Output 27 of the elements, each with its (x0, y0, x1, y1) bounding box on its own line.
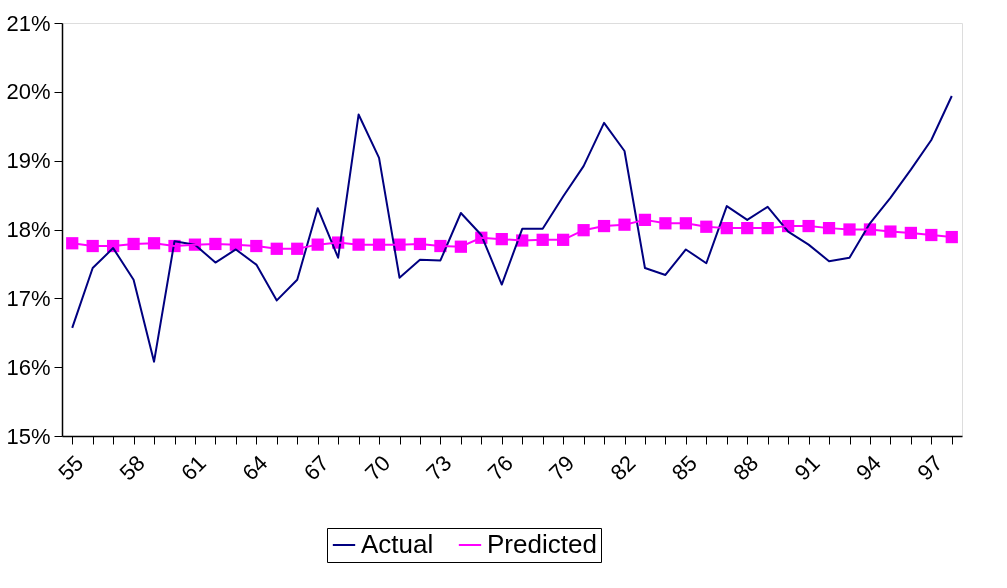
x-tick-label: 64 (237, 450, 273, 486)
x-tick-label: 82 (605, 450, 641, 486)
point (843, 223, 856, 236)
x-tick-label: 91 (789, 450, 825, 486)
y-tick-label: 21% (6, 10, 51, 36)
x-tick-label: 85 (666, 450, 702, 486)
x-tick-label: 94 (851, 450, 887, 486)
x-tick-label: 67 (298, 450, 334, 486)
x-tick-label: 70 (360, 450, 396, 486)
x-tick-label: 88 (728, 450, 764, 486)
y-tick-label: 19% (6, 148, 51, 174)
line-series (71, 94, 953, 363)
y-tick-label: 15% (6, 423, 51, 449)
x-tick-label: 76 (482, 450, 518, 486)
legend-label: Actual (361, 529, 434, 559)
x-tick-label: 97 (912, 450, 948, 486)
x-tick-label: 58 (114, 450, 150, 486)
x-tick-label: 73 (421, 450, 457, 486)
y-tick-label: 18% (6, 217, 51, 242)
x-tick-label: 55 (53, 450, 89, 486)
x-tick-label: 79 (544, 450, 580, 486)
y-tick-label: 16% (6, 354, 51, 380)
legend-label: Predicted (487, 529, 597, 559)
y-tick-label: 17% (6, 285, 51, 311)
x-tick-label: 61 (176, 450, 212, 486)
point (884, 225, 897, 238)
y-tick-label: 20% (6, 79, 51, 105)
